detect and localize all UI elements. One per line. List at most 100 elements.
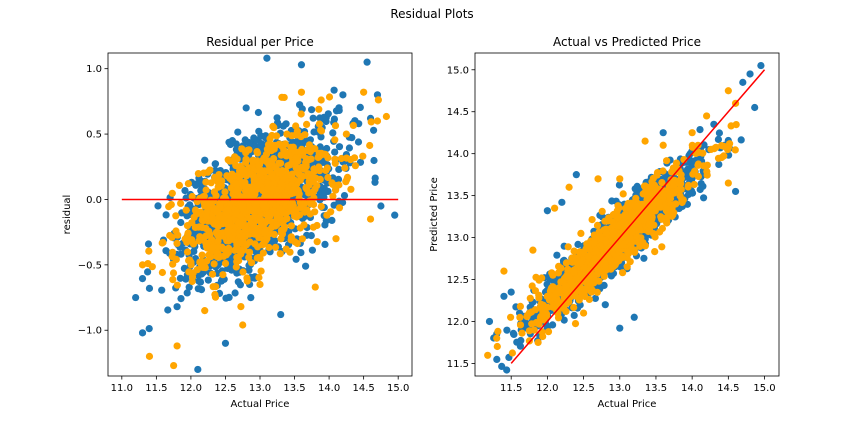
data-point <box>331 122 340 130</box>
y-tick-label: 15.0 <box>447 65 469 76</box>
data-point <box>317 202 325 211</box>
data-point <box>266 135 274 143</box>
data-point <box>215 181 223 189</box>
data-point <box>232 210 240 218</box>
y-tick-label: −1.0 <box>78 326 102 337</box>
data-point <box>334 175 343 183</box>
x-tick-label: 14.5 <box>717 383 739 394</box>
data-point <box>731 187 740 196</box>
data-point <box>169 248 177 256</box>
data-point <box>234 128 242 136</box>
data-point <box>221 188 229 196</box>
data-point <box>727 122 735 130</box>
data-point <box>231 289 239 297</box>
data-point <box>263 54 271 62</box>
data-point <box>675 179 683 187</box>
data-point <box>350 154 359 162</box>
data-point <box>356 158 365 166</box>
data-point <box>194 365 202 374</box>
data-point <box>328 216 336 224</box>
x-tick-label: 13.5 <box>645 383 667 394</box>
data-point <box>644 227 652 235</box>
data-point <box>253 149 262 157</box>
data-point <box>518 329 526 337</box>
data-point <box>616 175 624 183</box>
data-point <box>273 221 281 229</box>
data-point <box>206 231 214 239</box>
data-point <box>676 192 684 200</box>
x-tick-label: 15.0 <box>387 383 409 394</box>
data-point <box>751 103 759 112</box>
data-point <box>316 175 324 183</box>
data-point <box>587 288 596 296</box>
data-point <box>221 339 230 347</box>
axes-frame <box>474 52 780 377</box>
data-point <box>173 281 181 289</box>
data-point <box>233 253 241 261</box>
data-point <box>183 248 192 256</box>
data-point <box>203 257 211 265</box>
data-point <box>256 280 264 289</box>
data-point <box>228 137 236 145</box>
data-point <box>245 253 253 262</box>
data-point <box>601 248 609 256</box>
data-point <box>317 133 325 141</box>
data-point <box>261 204 269 212</box>
data-point <box>257 267 265 275</box>
data-point <box>691 167 699 175</box>
data-point <box>172 255 180 263</box>
data-point <box>544 328 553 336</box>
data-point <box>303 120 311 128</box>
data-point <box>228 170 236 178</box>
data-point <box>169 276 177 284</box>
data-point <box>646 183 654 191</box>
data-point <box>600 272 608 280</box>
data-point <box>653 185 661 193</box>
data-point <box>322 117 330 126</box>
data-point <box>623 204 631 213</box>
data-point <box>268 199 277 207</box>
data-point <box>309 114 317 122</box>
data-point <box>542 310 551 318</box>
data-point <box>653 171 661 179</box>
data-point <box>277 169 285 178</box>
x-axis-label: Actual Price <box>598 399 657 410</box>
data-point <box>696 126 704 134</box>
data-point <box>546 291 554 300</box>
data-point <box>187 258 195 266</box>
data-point <box>280 224 288 233</box>
data-point <box>494 327 502 335</box>
data-point <box>298 235 306 243</box>
data-point <box>297 249 305 257</box>
data-point <box>195 237 203 245</box>
data-point <box>229 157 237 165</box>
data-point <box>301 199 309 207</box>
data-point <box>354 138 363 146</box>
data-point <box>210 260 218 268</box>
data-point <box>238 221 246 229</box>
data-point <box>677 171 685 179</box>
data-point <box>272 165 280 173</box>
data-point <box>623 263 631 271</box>
data-point <box>158 268 166 277</box>
data-point <box>688 129 696 137</box>
data-point <box>212 192 220 200</box>
data-point <box>335 204 344 212</box>
data-point <box>194 285 202 293</box>
data-point <box>669 211 677 219</box>
data-point <box>377 202 385 210</box>
data-point <box>292 164 300 172</box>
data-point <box>602 238 610 246</box>
data-point <box>370 126 378 134</box>
data-point <box>500 292 508 300</box>
data-point <box>177 199 185 207</box>
data-point <box>213 219 221 228</box>
data-point <box>335 165 343 173</box>
data-point <box>232 180 240 188</box>
data-point <box>341 164 349 172</box>
data-point <box>391 211 399 219</box>
data-point <box>251 207 259 215</box>
data-point <box>602 266 610 274</box>
data-point <box>710 120 718 128</box>
data-point <box>651 233 659 241</box>
